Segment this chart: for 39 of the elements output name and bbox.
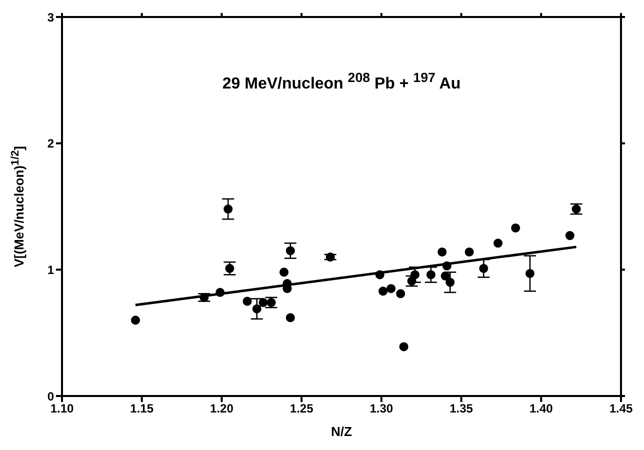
x-axis-title: N/Z (330, 424, 353, 439)
point (386, 284, 396, 294)
point (130, 316, 140, 325)
point (399, 342, 408, 352)
point (446, 278, 455, 287)
y-tick-label: 3 (47, 10, 54, 24)
x-tick-label: 1.40 (529, 402, 554, 416)
y-tick-label: 0 (47, 389, 54, 404)
x-tick-label: 1.10 (50, 402, 74, 416)
point (286, 246, 295, 256)
x-tick-label: 1.30 (370, 402, 394, 416)
point (224, 204, 233, 214)
point (396, 289, 406, 298)
point (464, 247, 474, 256)
point (511, 223, 520, 232)
point (378, 286, 388, 296)
point (286, 313, 295, 322)
point (410, 270, 420, 280)
point (326, 252, 335, 262)
point (242, 296, 252, 306)
point (438, 247, 447, 256)
x-tick-label: 1.35 (450, 402, 474, 416)
text: 29 MeV/nucleon $^{208}$ Pb + $^{197}$ Au (221, 70, 462, 94)
point (279, 268, 289, 277)
y-tick-label: 1 (47, 262, 54, 277)
point (479, 264, 488, 273)
x-tick-label: 1.20 (210, 402, 234, 416)
point (494, 238, 503, 248)
point (258, 298, 268, 308)
point (426, 270, 436, 280)
point (225, 264, 234, 273)
x-tick-label: 1.25 (290, 402, 314, 416)
x-tick-label: 1.15 (130, 402, 154, 416)
point (440, 271, 450, 280)
point (252, 304, 262, 314)
x-tick-label: 1.45 (609, 402, 633, 416)
y-tick-label: 2 (47, 136, 54, 151)
point (565, 231, 574, 240)
point (525, 268, 534, 278)
